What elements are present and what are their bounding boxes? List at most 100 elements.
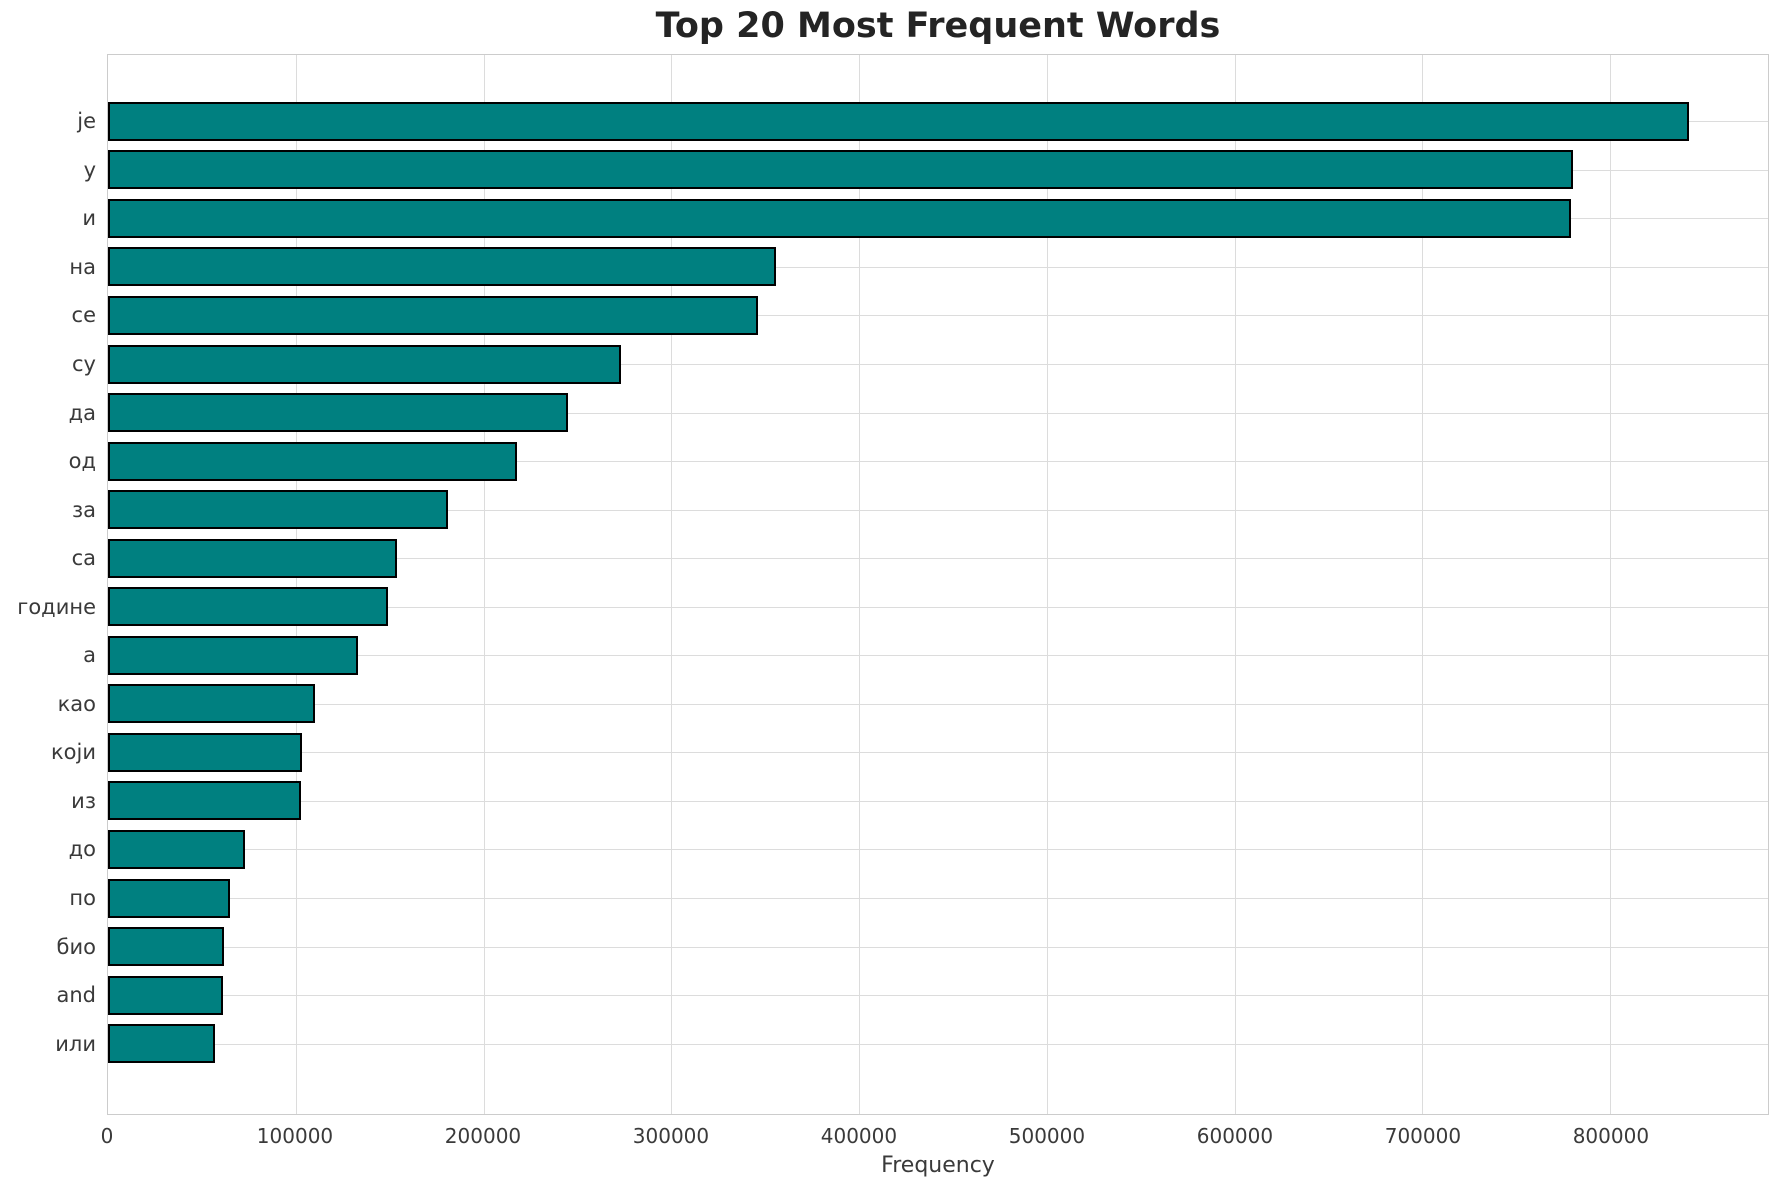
h-gridline <box>108 509 1768 511</box>
v-gridline <box>671 55 673 1114</box>
x-axis-label: Frequency <box>881 1153 995 1178</box>
h-gridline <box>108 849 1768 851</box>
y-tick-label: и <box>82 206 96 231</box>
frequency-bar <box>108 344 621 384</box>
v-gridline <box>1610 55 1612 1114</box>
bar-row: из <box>71 777 1768 826</box>
y-tick-label: у <box>83 157 96 182</box>
h-gridline <box>108 558 1768 560</box>
frequency-bar <box>108 732 303 772</box>
v-gridline <box>1234 55 1236 1114</box>
frequency-bar <box>108 829 246 869</box>
bar-row: године <box>17 582 1768 631</box>
frequency-bar <box>108 975 223 1015</box>
y-tick-label: године <box>17 594 96 619</box>
frequency-bar <box>108 684 315 724</box>
h-gridline <box>108 800 1768 802</box>
x-tick-label: 800000 <box>1572 1124 1650 1148</box>
bar-row: који <box>51 728 1768 777</box>
frequency-bar <box>108 198 1571 238</box>
chart-title: Top 20 Most Frequent Words <box>655 6 1221 46</box>
bar-row: да <box>69 388 1768 437</box>
h-gridline <box>108 995 1768 997</box>
bar-row: за <box>72 485 1768 534</box>
x-axis-ticks: 0 100000 200000 300000 400000 500000 600000 700… <box>101 1124 1769 1154</box>
y-tick-label: од <box>68 449 96 474</box>
frequency-bar <box>108 295 758 335</box>
bar-row: са <box>72 534 1768 583</box>
v-gridline <box>1046 55 1048 1114</box>
bar-row: у <box>84 146 1768 195</box>
h-gridline <box>108 752 1768 754</box>
bar-row: and <box>56 971 1768 1020</box>
x-tick-label: 700000 <box>1384 1124 1462 1148</box>
x-tick-label: 100000 <box>256 1124 334 1148</box>
bar-row: су <box>72 340 1768 389</box>
y-tick-label: са <box>71 546 96 571</box>
frequency-bar <box>108 393 569 433</box>
y-tick-label: се <box>71 303 96 328</box>
bar-row: као <box>58 680 1768 729</box>
frequency-bar <box>108 927 225 967</box>
bar-row: се <box>72 291 1768 340</box>
y-tick-label: био <box>56 934 96 959</box>
y-tick-label: по <box>69 886 96 911</box>
h-gridline <box>108 412 1768 414</box>
h-gridline <box>108 703 1768 705</box>
h-gridline <box>108 315 1768 317</box>
v-gridline <box>859 55 861 1114</box>
x-tick-label: 200000 <box>444 1124 522 1148</box>
x-tick-label: 0 <box>100 1124 114 1148</box>
y-tick-label: су <box>72 352 96 376</box>
bar-row: и <box>82 194 1768 243</box>
bar-row: а <box>83 631 1768 680</box>
bar-rows: је у и на се су да од за са године а као који из до по би… <box>17 55 1768 1114</box>
frequency-bar <box>108 101 1689 141</box>
frequency-bar <box>108 247 777 287</box>
y-tick-label: на <box>69 254 96 279</box>
h-gridline <box>108 1043 1768 1045</box>
frequency-bar <box>108 781 302 821</box>
y-tick-label: који <box>50 740 96 765</box>
x-tick-label: 500000 <box>1008 1124 1086 1148</box>
bar-row: по <box>69 874 1768 923</box>
y-tick-label: and <box>56 983 96 1008</box>
y-tick-label: као <box>57 691 96 716</box>
frequency-bar <box>108 150 1573 190</box>
y-tick-label: из <box>71 788 96 813</box>
h-gridline <box>108 461 1768 463</box>
frequency-bar <box>108 441 518 481</box>
y-tick-label: за <box>71 497 96 522</box>
frequency-bar <box>108 490 448 530</box>
frequency-bar <box>108 538 398 578</box>
x-tick-label: 400000 <box>820 1124 898 1148</box>
h-gridline <box>108 898 1768 900</box>
frequency-bar <box>108 587 388 627</box>
bar-row: до <box>69 825 1768 874</box>
h-gridline <box>108 606 1768 608</box>
y-tick-label: је <box>77 109 96 134</box>
frequency-bar <box>108 1024 216 1064</box>
bar-row: је <box>77 97 1768 146</box>
y-tick-label: да <box>68 400 96 425</box>
frequency-bar <box>108 878 231 918</box>
bar-row: или <box>55 1019 1768 1068</box>
h-gridline <box>108 946 1768 948</box>
h-gridline <box>108 655 1768 657</box>
v-gridline <box>295 55 297 1114</box>
bar-row: на <box>69 243 1768 292</box>
h-gridline <box>108 364 1768 365</box>
x-tick-label: 600000 <box>1196 1124 1274 1148</box>
y-tick-label: или <box>55 1031 96 1056</box>
frequency-bar <box>108 635 358 675</box>
bar-row: био <box>57 922 1768 971</box>
plot-area: је у и на се су да од за са године а као који из до по би… <box>17 54 1769 1115</box>
v-gridline <box>483 55 485 1114</box>
y-tick-label: до <box>68 837 96 862</box>
x-tick-label: 300000 <box>632 1124 710 1148</box>
h-gridline <box>108 266 1768 268</box>
v-gridline <box>1422 55 1424 1114</box>
bar-row: од <box>69 437 1768 486</box>
y-tick-label: а <box>83 643 96 668</box>
